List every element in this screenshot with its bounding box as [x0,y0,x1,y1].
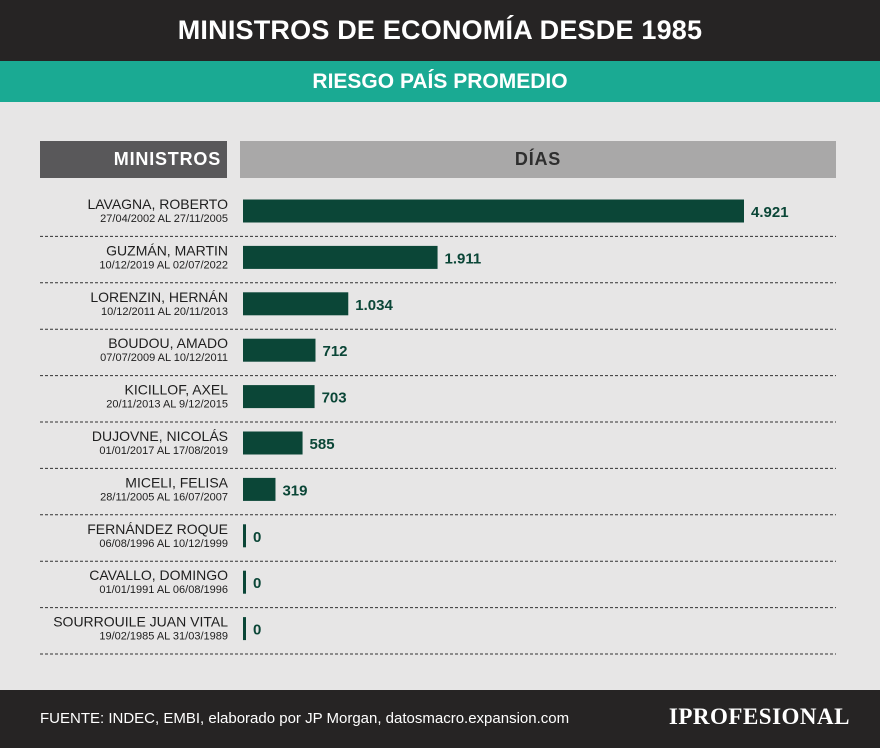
source-note: FUENTE: INDEC, EMBI, elaborado por JP Mo… [40,710,570,727]
minister-period: 20/11/2013 AL 9/12/2015 [106,399,228,411]
bar [243,245,438,269]
minister-period: 06/08/1996 AL 10/12/1999 [99,538,228,550]
minister-name: DUJOVNE, NICOLÁS [92,428,228,444]
bar [243,477,276,501]
bar [243,570,246,594]
minister-name: CAVALLO, DOMINGO [89,567,228,583]
minister-name: LORENZIN, HERNÁN [90,289,228,305]
header-ministros-label: MINISTROS [113,149,221,169]
minister-name: GUZMÁN, MARTIN [106,242,228,258]
value-label: 1.911 [445,250,482,267]
minister-period: 27/04/2002 AL 27/11/2005 [100,213,228,225]
value-label: 4.921 [751,204,789,221]
bar [243,338,316,362]
header-ministros: MINISTROS [40,141,227,178]
minister-name: FERNÁNDEZ ROQUE [87,521,228,537]
value-label: 703 [322,390,347,407]
minister-name: KICILLOF, AXEL [125,382,229,398]
footer: FUENTE: INDEC, EMBI, elaborado por JP Mo… [0,690,880,748]
minister-name: MICELI, FELISA [125,474,228,490]
minister-period: 10/12/2019 AL 02/07/2022 [99,259,228,271]
value-label: 1.034 [355,297,393,314]
minister-name: BOUDOU, AMADO [108,335,228,351]
header-dias-label: DÍAS [514,149,562,169]
bar [243,292,349,316]
brand-logo: IPROFESIONAL [668,704,850,729]
bar [243,385,315,409]
value-label: 585 [310,436,335,453]
bar [243,199,744,223]
minister-period: 10/12/2011 AL 20/11/2013 [101,306,228,318]
value-label: 319 [282,482,307,499]
minister-name: SOURROUILE JUAN VITAL [53,614,228,630]
minister-period: 28/11/2005 AL 16/07/2007 [100,491,228,503]
minister-period: 19/02/1985 AL 31/03/1989 [99,631,228,643]
value-label: 0 [253,575,261,592]
value-label: 0 [253,529,261,546]
header-dias: DÍAS [240,141,836,178]
minister-period: 01/01/1991 AL 06/08/1996 [99,584,228,596]
bar [243,617,246,641]
subtitle-bar: RIESGO PAÍS PROMEDIO [0,61,880,102]
chart-subtitle: RIESGO PAÍS PROMEDIO [312,69,568,93]
minister-name: LAVAGNA, ROBERTO [87,196,228,212]
title-bar: MINISTROS DE ECONOMÍA DESDE 1985 [0,0,880,61]
value-label: 712 [322,343,347,360]
minister-period: 07/07/2009 AL 10/12/2011 [100,352,228,364]
minister-period: 01/01/2017 AL 17/08/2019 [99,445,228,457]
value-label: 0 [253,622,261,639]
chart-title: MINISTROS DE ECONOMÍA DESDE 1985 [177,15,703,45]
bar [243,524,246,548]
bar [243,431,303,455]
